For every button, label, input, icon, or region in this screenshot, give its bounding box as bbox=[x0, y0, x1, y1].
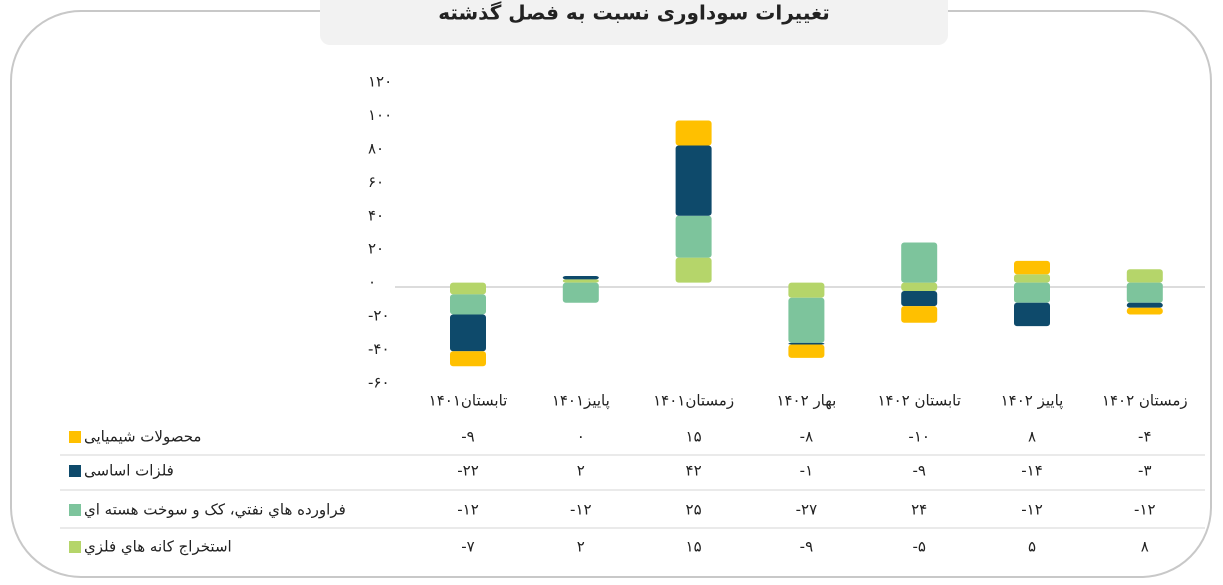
bar-segment bbox=[562, 275, 599, 280]
bar-segment bbox=[1014, 274, 1050, 283]
table-cell: -۲۷ bbox=[796, 501, 818, 519]
y-tick-label: ۱۰۰ bbox=[368, 106, 392, 124]
table-cell: ۴۲ bbox=[686, 462, 702, 480]
x-tick-label: زمستان۱۴۰۱ bbox=[653, 392, 734, 410]
table-cell: ۱۵ bbox=[686, 428, 702, 446]
bar-segment bbox=[788, 344, 825, 358]
bar-segment bbox=[1014, 260, 1050, 275]
bar-segment bbox=[675, 145, 712, 216]
y-tick-label: -۴۰ bbox=[368, 340, 390, 358]
legend-swatch bbox=[69, 431, 81, 443]
table-cell: -۹ bbox=[461, 428, 474, 446]
table-cell: -۱۲ bbox=[1021, 501, 1043, 519]
bar-segment bbox=[675, 215, 712, 258]
legend-swatch bbox=[69, 504, 81, 516]
chart-title: تغییرات سوداوری نسبت به فصل گذشته bbox=[438, 1, 830, 25]
table-cell: -۴ bbox=[1138, 428, 1151, 446]
bar-segment bbox=[450, 294, 486, 315]
table-cell: ۸ bbox=[1028, 428, 1036, 446]
table-cell: -۲۲ bbox=[457, 462, 479, 480]
bar-segment bbox=[901, 282, 938, 292]
bar-segment bbox=[562, 279, 599, 283]
table-cell: -۵ bbox=[912, 538, 925, 556]
table-cell: ۲ bbox=[577, 462, 585, 480]
table-cell: ۸ bbox=[1141, 538, 1149, 556]
table-cell: ۲ bbox=[577, 538, 585, 556]
bar-segment bbox=[450, 314, 486, 352]
bar-segment bbox=[675, 120, 712, 146]
y-tick-label: ۸۰ bbox=[368, 139, 384, 157]
x-tick-label: بهار ۱۴۰۲ bbox=[776, 392, 836, 410]
bar-segment bbox=[901, 306, 938, 323]
bar-segment bbox=[788, 282, 825, 298]
legend-label: فراورده هاي نفتي، کک و سوخت هسته اي bbox=[84, 501, 346, 520]
bar-segment bbox=[788, 297, 825, 343]
table-cell: ۲۴ bbox=[911, 501, 927, 519]
bar-segment bbox=[1014, 302, 1050, 327]
y-tick-label: ۲۰ bbox=[368, 240, 384, 258]
y-tick-label: ۰ bbox=[368, 273, 376, 291]
table-cell: -۱۰ bbox=[908, 428, 930, 446]
y-tick-label: ۴۰ bbox=[368, 206, 384, 224]
x-tick-label: زمستان ۱۴۰۲ bbox=[1102, 392, 1188, 410]
table-cell: ۵ bbox=[1028, 538, 1036, 556]
bar-segment bbox=[1126, 269, 1163, 283]
y-tick-label: -۲۰ bbox=[368, 307, 390, 325]
bar-segment bbox=[1126, 282, 1163, 303]
bar-segment bbox=[788, 342, 825, 345]
bar-segment bbox=[1126, 307, 1163, 315]
bar-segment bbox=[901, 242, 938, 283]
legend-label: استخراج کانه هاي فلزي bbox=[84, 538, 232, 557]
table-cell: ۲۵ bbox=[686, 501, 702, 519]
y-tick-label: ۱۲۰ bbox=[368, 73, 392, 91]
x-tick-label: تابستان ۱۴۰۲ bbox=[877, 392, 960, 410]
y-tick-label: ۶۰ bbox=[368, 173, 384, 191]
x-tick-label: پاییز ۱۴۰۲ bbox=[1001, 392, 1064, 411]
bar-segment bbox=[562, 282, 599, 303]
legend-label: محصولات شیمیایی bbox=[84, 428, 201, 446]
table-cell: -۸ bbox=[800, 428, 813, 446]
bar-segment bbox=[450, 351, 486, 367]
bar-segment bbox=[901, 291, 938, 307]
bar-segment bbox=[1014, 282, 1050, 303]
table-cell: ۰ bbox=[577, 428, 585, 446]
table-cell: ۱۵ bbox=[686, 538, 702, 556]
table-cell: -۷ bbox=[461, 538, 474, 556]
legend-label: فلزات اساسی bbox=[84, 462, 174, 480]
table-cell: -۱۲ bbox=[457, 501, 479, 519]
table-cell: -۹ bbox=[800, 538, 813, 556]
bar-segment bbox=[675, 257, 712, 283]
bar-segment bbox=[1126, 302, 1163, 308]
y-tick-label: -۶۰ bbox=[368, 374, 390, 392]
table-cell: -۹ bbox=[912, 462, 925, 480]
table-cell: -۱ bbox=[800, 462, 813, 480]
legend-swatch bbox=[69, 541, 81, 553]
bar-segment bbox=[450, 282, 486, 295]
legend-swatch bbox=[69, 465, 81, 477]
x-tick-label: تابستان۱۴۰۱ bbox=[429, 392, 508, 410]
x-tick-label: پاییز۱۴۰۱ bbox=[552, 392, 610, 411]
table-cell: -۳ bbox=[1138, 462, 1151, 480]
table-cell: -۱۲ bbox=[570, 501, 592, 519]
table-cell: -۱۴ bbox=[1021, 462, 1043, 480]
title-box bbox=[320, 0, 948, 45]
table-cell: -۱۲ bbox=[1134, 501, 1156, 519]
